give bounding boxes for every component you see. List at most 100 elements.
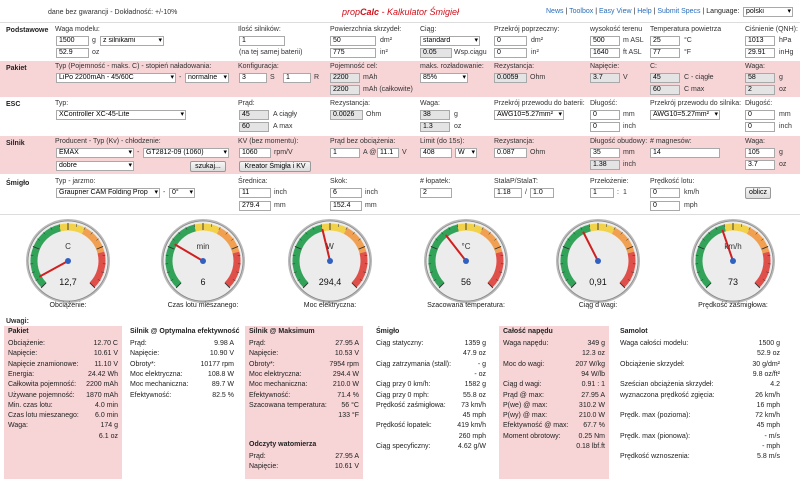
temp-f-input[interactable]: 77 [650, 48, 680, 58]
language-select[interactable]: polski [743, 7, 793, 17]
cooling-select[interactable]: dobre [56, 161, 134, 171]
sk-input[interactable]: 6 [330, 188, 362, 198]
pb-input[interactable]: 1 [330, 148, 360, 158]
roz-select[interactable]: 85% [420, 73, 468, 83]
przekroj-input[interactable]: 0 [494, 36, 527, 46]
link-help[interactable]: Help [637, 8, 652, 15]
sr-mm-input[interactable]: 279.4 [239, 201, 271, 211]
result-label: Prędkość łopatek: [376, 422, 432, 430]
result-label: Waga: [8, 422, 28, 430]
gauge-needle [321, 228, 331, 262]
poj-value: 2200 [330, 73, 360, 83]
konf-s-input[interactable]: 3 [239, 73, 267, 83]
lop-input[interactable]: 2 [420, 188, 452, 198]
konf-r-input[interactable]: 1 [283, 73, 311, 83]
jarzmo-select[interactable]: 0° [169, 188, 195, 198]
waga-input[interactable]: 1500 [56, 36, 89, 46]
result-value: 2200 mAh [86, 381, 118, 389]
sil-waga-unit: g [779, 149, 783, 156]
przekroj-in-input[interactable]: 0 [494, 48, 527, 58]
pow-input[interactable]: 50 [330, 36, 376, 46]
lim-input[interactable]: 408 [420, 148, 452, 158]
sil-waga-input[interactable]: 105 [745, 148, 775, 158]
sk-mm-input[interactable]: 152.4 [330, 201, 362, 211]
link-easy-view[interactable]: Easy View [598, 8, 632, 15]
gauge-tick [231, 238, 234, 241]
pb-v-input[interactable]: 11.1 [377, 148, 399, 158]
motor-type-select[interactable]: GT2812-09 (1060) [143, 148, 229, 158]
result-label: Ciąg statyczny: [376, 340, 424, 347]
silniki-input[interactable]: 1 [239, 36, 285, 46]
dl1-input[interactable]: 0 [590, 110, 620, 120]
gauge-tick [456, 223, 459, 228]
gauge-band-yellow [457, 223, 484, 234]
pred-mph-input[interactable]: 0 [650, 201, 680, 211]
result-value: 9.8 oz/ft² [752, 370, 780, 378]
oblicz-button[interactable]: oblicz [745, 187, 771, 199]
gauge-tick [50, 227, 53, 230]
gauge-tick [631, 271, 635, 273]
pred-input[interactable]: 0 [650, 188, 680, 198]
link-toolbox[interactable]: Toolbox [569, 8, 594, 15]
waga-unit: g [92, 37, 96, 44]
sil-dl-unit: mm [623, 149, 635, 156]
temp-input[interactable]: 25 [650, 36, 680, 46]
gauge-tick [494, 246, 502, 250]
sk-unit: inch [365, 189, 378, 196]
kreator-button[interactable]: Kreator Śmigła i KV [239, 161, 311, 172]
link-submit-specs[interactable]: Submit Specs [657, 8, 701, 15]
waga-oz-input[interactable]: 52.9 [56, 48, 89, 58]
result-value: 55.8 oz [463, 391, 486, 399]
gauge-tick [438, 282, 445, 289]
esc-typ-select[interactable]: XController XC-45-Lite [56, 110, 186, 120]
sil-waga-oz[interactable]: 3.7 [745, 160, 775, 170]
result-value: 0.91 : 1 [581, 381, 605, 389]
ciag-select[interactable]: standard [420, 36, 480, 46]
result-value: 1870 mAh [86, 391, 118, 399]
mag-input[interactable]: 14 [650, 148, 720, 158]
smiglo-typ-select[interactable]: Graupner CAM Folding Prop [56, 188, 160, 198]
stal-p-input[interactable]: 1.18 [494, 188, 522, 198]
gauge-tick [700, 279, 704, 282]
pakiet-stan-select[interactable]: normalne [185, 73, 229, 83]
dl2-input[interactable]: 0 [745, 110, 775, 120]
pak-rez-label: Rezystancja: [494, 63, 535, 70]
gauge-tick [96, 238, 99, 241]
dl1-in-input[interactable]: 0 [590, 122, 620, 132]
sil-dl-in-unit: inch [623, 161, 636, 168]
result-label: P(wy) @ max: [503, 412, 548, 420]
dl2-in-input[interactable]: 0 [745, 122, 775, 132]
gauge-tick [766, 271, 770, 273]
wys-input[interactable]: 500 [590, 36, 620, 46]
sil-dl-input[interactable]: 35 [590, 148, 620, 158]
result-value: - oz [474, 370, 486, 378]
cis-in-input[interactable]: 29.91 [745, 48, 775, 58]
pb-v-unit: V [402, 149, 407, 156]
sr-input[interactable]: 11 [239, 188, 271, 198]
lim-unit-select[interactable]: W [455, 148, 477, 158]
cis-input[interactable]: 1013 [745, 36, 775, 46]
stal-t-input[interactable]: 1.0 [530, 188, 554, 198]
gauge-band-yellow [59, 223, 86, 234]
pbat-select[interactable]: AWG10=5.27mm² [494, 110, 564, 120]
result-value: 10177 rpm [200, 360, 234, 368]
prz-input[interactable]: 1 [590, 188, 614, 198]
smiglo-typ-label: Typ - jarzmo: [55, 178, 96, 185]
gauge-needle [174, 243, 204, 262]
result-value: 10.61 V [93, 350, 118, 358]
prod-select[interactable]: EMAX [56, 148, 134, 158]
kv-input[interactable]: 1060 [239, 148, 271, 158]
pak-waga-unit: g [779, 74, 783, 81]
gauge-tick [83, 227, 86, 230]
wys-ft-input[interactable]: 1640 [590, 48, 620, 58]
pow-in-input[interactable]: 775 [330, 48, 376, 58]
pakiet-typ-select[interactable]: LiPo 2200mAh - 45/60C [56, 73, 176, 83]
szukaj-button[interactable]: szukaj... [190, 161, 226, 172]
link-news[interactable]: News [546, 8, 564, 15]
result-title-odczyty: Odczyty watomierza [249, 441, 317, 448]
waga-mode-select[interactable]: z silnikami [100, 36, 164, 46]
result-label: Napięcie: [130, 350, 160, 358]
psil-select[interactable]: AWG10=5.27mm² [650, 110, 720, 120]
gauge-band-red [754, 251, 771, 288]
sil-rez-input[interactable]: 0.087 [494, 148, 527, 158]
